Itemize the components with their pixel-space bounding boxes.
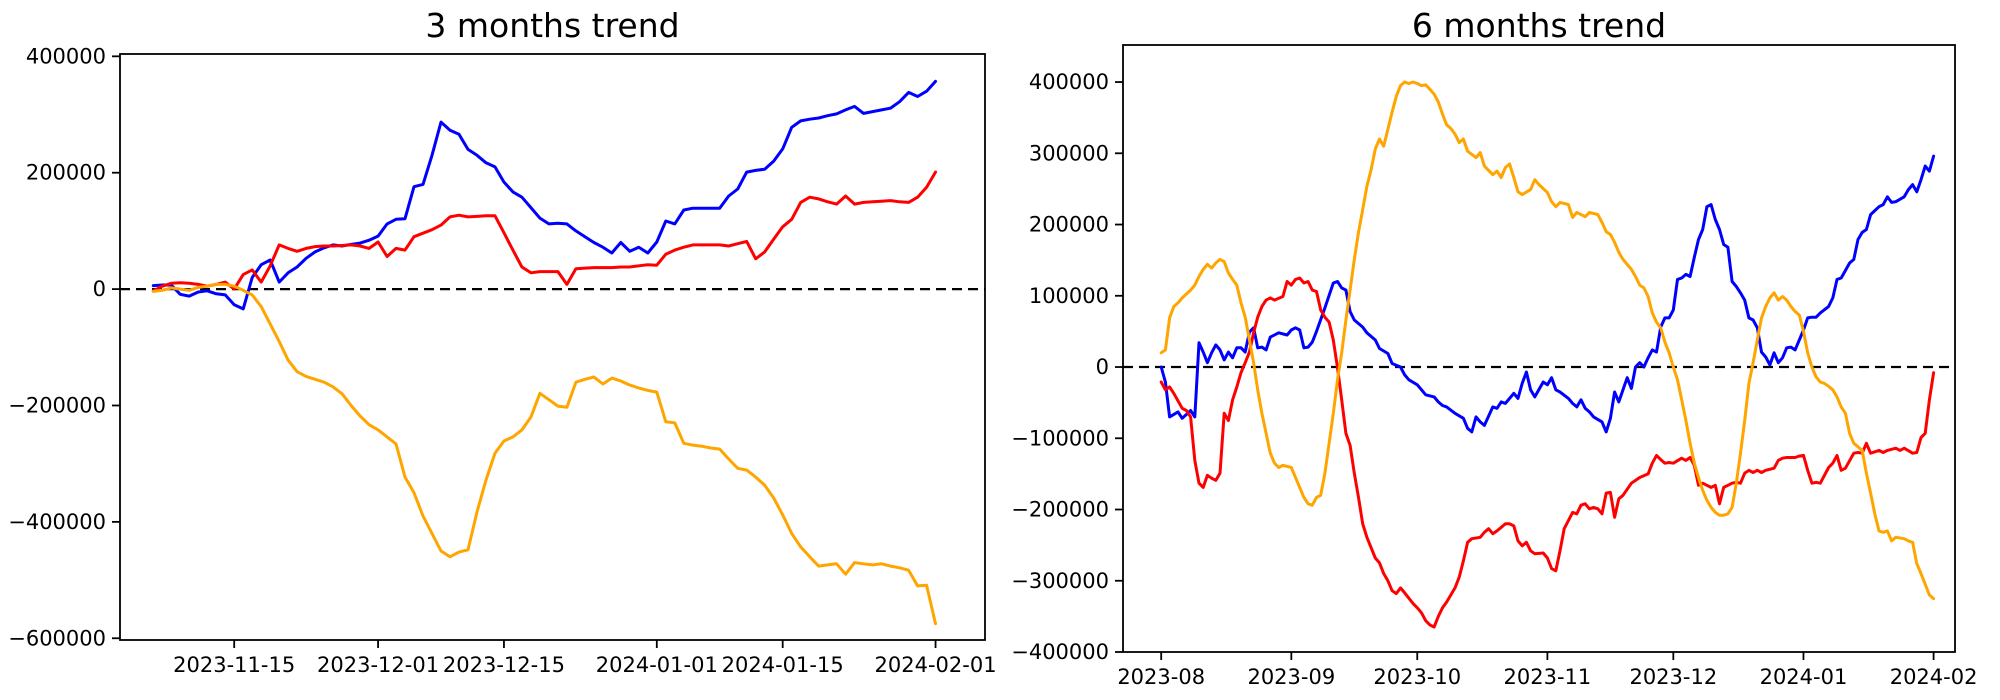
right-chart-y-tick-label: 0 (1096, 355, 1109, 379)
right-chart-x-tick-label: 2023-08 (1117, 665, 1205, 689)
right-chart-x-tick-label: 2023-12 (1629, 665, 1717, 689)
right-chart-title: 6 months trend (1411, 6, 1667, 45)
left-chart-orange-line (151, 282, 937, 626)
left-chart-x-tick-label: 2024-01-15 (722, 653, 844, 677)
left-chart-frame (119, 53, 986, 641)
right-chart-orange-line (1159, 80, 1936, 601)
right-chart-y-tick-label: 300000 (1029, 141, 1109, 165)
left-chart-x-tick-label: 2024-01-01 (596, 653, 718, 677)
left-chart-red-line (151, 170, 937, 293)
right-chart-x-tick-label: 2024-01 (1760, 665, 1848, 689)
left-chart-x-tick-label: 2023-12-01 (317, 653, 439, 677)
left-chart-title: 3 months trend (425, 6, 680, 45)
left-chart-y-tick-label: −400000 (8, 510, 106, 534)
right-chart-y-tick-label: 200000 (1029, 213, 1109, 237)
right-chart-red-line (1159, 276, 1936, 629)
right-chart-blue-line (1159, 154, 1936, 434)
right-chart-x-tick-label: 2023-11 (1504, 665, 1592, 689)
left-chart-x-tick-label: 2024-02-01 (875, 653, 997, 677)
right-chart-y-tick-label: −100000 (1011, 426, 1109, 450)
left-chart-y-tick-label: 200000 (26, 161, 106, 185)
left-chart-y-tick-label: 400000 (26, 44, 106, 68)
right-chart-y-tick-label: −200000 (1011, 498, 1109, 522)
left-chart-blue-line (151, 79, 937, 311)
right-chart-y-tick-label: 400000 (1029, 70, 1109, 94)
right-chart-y-tick-label: −400000 (1011, 640, 1109, 664)
left-chart-y-tick-label: −200000 (8, 393, 106, 417)
right-chart-x-tick-label: 2023-09 (1247, 665, 1335, 689)
left-chart-y-tick-label: −600000 (8, 626, 106, 650)
right-chart-x-tick-label: 2023-10 (1373, 665, 1461, 689)
right-chart-y-tick-label: −300000 (1011, 569, 1109, 593)
right-chart-frame (1122, 44, 1956, 653)
right-chart-x-tick-label: 2024-02 (1890, 665, 1978, 689)
right-chart-y-tick-label: 100000 (1029, 284, 1109, 308)
left-chart-x-tick-label: 2023-11-15 (173, 653, 295, 677)
left-chart-y-tick-label: 0 (93, 277, 106, 301)
left-chart-x-tick-label: 2023-12-15 (443, 653, 565, 677)
